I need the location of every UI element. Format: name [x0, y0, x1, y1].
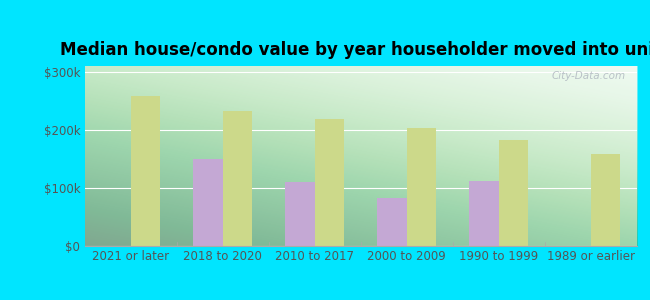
- Bar: [193, 159, 222, 246]
- Bar: [131, 96, 160, 246]
- Bar: [285, 182, 315, 246]
- Bar: [315, 119, 344, 246]
- Bar: [377, 198, 407, 246]
- Bar: [591, 154, 620, 246]
- Bar: [407, 128, 436, 246]
- Bar: [469, 181, 499, 246]
- Bar: [499, 140, 528, 246]
- Bar: [222, 111, 252, 246]
- Text: City-Data.com: City-Data.com: [552, 71, 626, 81]
- Title: Median house/condo value by year householder moved into unit: Median house/condo value by year househo…: [60, 41, 650, 59]
